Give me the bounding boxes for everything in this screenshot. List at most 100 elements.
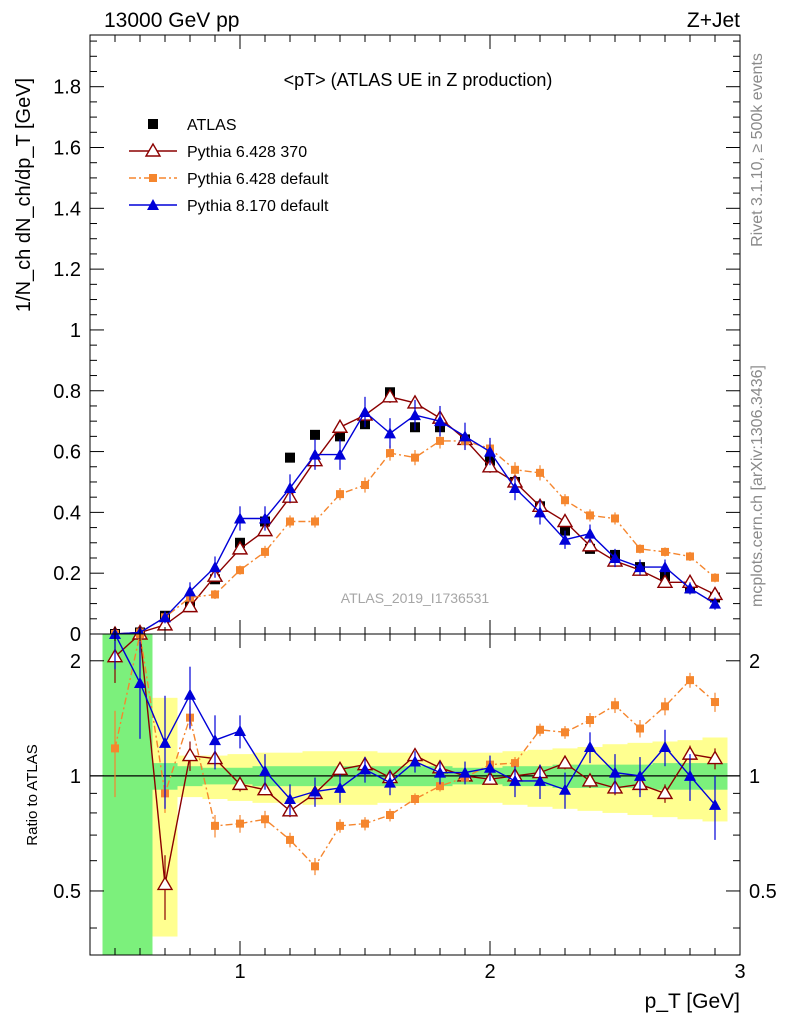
main-point-pythia-6-428-default — [711, 573, 719, 582]
ratio-point-pythia-8-170-default — [434, 766, 446, 778]
ratio-panel: 0.5 0.5 1 1 2 2 1 2 3 Ratio to ATLAS p_T [GeV] — [24, 633, 777, 1013]
ratio-point-pythia-8-170-default — [309, 785, 321, 797]
legend-marker — [144, 142, 162, 157]
main-point-pythia-8-170-default — [609, 551, 621, 563]
main-point-pythia-6-428-default — [686, 552, 694, 561]
ratio-point-pythia-6-428-default — [386, 811, 394, 820]
main-point-pythia-8-170-default — [284, 482, 296, 494]
main-point-pythia-6-428-370 — [581, 537, 599, 552]
main-point-pythia-6-428-default — [336, 490, 344, 499]
ratio-point-pythia-6-428-370 — [181, 747, 199, 762]
ratio-point-pythia-8-170-default — [209, 734, 221, 746]
main-point-pythia-6-428-370 — [656, 573, 674, 589]
analysis-watermark: ATLAS_2019_I1736531 — [341, 590, 490, 606]
main-y-axis-label: 1/N_ch dN_ch/dp_T [GeV] — [13, 78, 35, 312]
ratio-point-pythia-8-170-default — [709, 798, 721, 810]
main-y-tick-label: 0.8 — [53, 381, 81, 403]
main-point-pythia-6-428-default — [436, 436, 444, 445]
main-point-pythia-8-170-default — [234, 512, 246, 524]
main-title: <pT> (ATLAS UE in Z production) — [284, 70, 553, 90]
ratio-point-pythia-6-428-370 — [156, 876, 174, 891]
main-y-tick-label: 0.2 — [53, 563, 81, 585]
ratio-point-pythia-6-428-370 — [706, 750, 724, 765]
ratio-point-pythia-8-170-default — [559, 783, 571, 795]
main-y-tick-label: 0 — [70, 624, 81, 646]
main-y-tick-label: 1.2 — [53, 259, 81, 281]
main-point-pythia-8-170-default — [459, 430, 471, 442]
main-point-pythia-8-170-default — [159, 611, 171, 623]
main-point-pythia-8-170-default — [359, 406, 371, 418]
main-point-pythia-6-428-default — [636, 544, 644, 553]
main-y-tick-label: 1.6 — [53, 138, 81, 160]
ratio-point-pythia-6-428-default — [286, 835, 294, 844]
main-point-pythia-6-428-370 — [231, 540, 249, 555]
ratio-point-pythia-8-170-default — [184, 688, 196, 700]
ratio-point-pythia-8-170-default — [284, 792, 296, 804]
legend-label: Pythia 6.428 370 — [187, 144, 307, 161]
ratio-y-tick-label: 0.5 — [53, 881, 81, 903]
main-point-atlas — [310, 429, 320, 440]
ratio-y-axis-label: Ratio to ATLAS — [24, 744, 41, 845]
ratio-y-tick-label-right: 1 — [749, 766, 760, 788]
ratio-point-pythia-6-428-default — [661, 702, 669, 711]
ratio-point-pythia-8-170-default — [409, 755, 421, 767]
ratio-point-pythia-8-170-default — [584, 740, 596, 752]
ratio-point-pythia-6-428-370 — [656, 784, 674, 800]
ratio-point-pythia-6-428-default — [611, 701, 619, 710]
ratio-point-pythia-6-428-370 — [231, 775, 249, 791]
main-point-pythia-6-428-default — [586, 511, 594, 520]
main-point-pythia-8-170-default — [409, 409, 421, 421]
ratio-point-pythia-6-428-default — [511, 759, 519, 768]
main-point-pythia-6-428-default — [311, 517, 319, 526]
main-point-pythia-8-170-default — [559, 533, 571, 545]
ratio-point-pythia-6-428-default — [211, 821, 219, 830]
main-point-atlas — [285, 452, 295, 463]
x-tick-label: 1 — [234, 961, 245, 983]
energy-label: 13000 GeV pp — [104, 9, 239, 32]
main-y-tick-label: 0.4 — [53, 502, 81, 524]
ratio-point-pythia-8-170-default — [359, 763, 371, 775]
ratio-point-pythia-6-428-default — [586, 716, 594, 725]
main-point-pythia-6-428-370 — [381, 388, 399, 403]
legend-label: Pythia 8.170 default — [187, 198, 329, 215]
ratio-point-pythia-8-170-default — [659, 740, 671, 752]
main-point-pythia-6-428-default — [211, 590, 219, 599]
ratio-point-pythia-6-428-default — [336, 821, 344, 830]
rivet-label: Rivet 3.1.10, ≥ 500k events — [749, 53, 766, 247]
ratio-point-pythia-8-170-default — [234, 725, 246, 737]
ratio-point-pythia-6-428-370 — [556, 754, 574, 769]
main-point-pythia-8-170-default — [684, 582, 696, 594]
main-point-pythia-6-428-default — [236, 566, 244, 575]
ratio-point-pythia-6-428-default — [411, 794, 419, 803]
ratio-y-tick-label: 2 — [70, 651, 81, 673]
ratio-point-pythia-6-428-default — [711, 698, 719, 707]
ratio-point-pythia-6-428-default — [636, 724, 644, 733]
ratio-point-pythia-8-170-default — [334, 781, 346, 793]
legend-marker — [148, 119, 158, 129]
main-point-pythia-8-170-default — [584, 527, 596, 539]
site-label: mcplots.cern.ch [arXiv:1306.3436] — [749, 365, 766, 607]
main-point-pythia-6-428-default — [661, 547, 669, 556]
ratio-point-pythia-6-428-370 — [581, 772, 599, 787]
ratio-point-pythia-6-428-default — [536, 725, 544, 734]
ratio-point-pythia-6-428-default — [561, 728, 569, 737]
main-point-pythia-6-428-370 — [331, 418, 349, 433]
main-y-tick-label: 1.4 — [53, 198, 81, 220]
ratio-point-pythia-8-170-default — [384, 776, 396, 788]
main-point-pythia-8-170-default — [659, 561, 671, 573]
x-tick-label: 2 — [484, 961, 495, 983]
main-point-pythia-6-428-default — [561, 496, 569, 505]
main-point-pythia-8-170-default — [534, 506, 546, 518]
ratio-point-pythia-8-170-default — [484, 761, 496, 773]
main-point-pythia-8-170-default — [509, 482, 521, 494]
main-point-pythia-8-170-default — [434, 415, 446, 427]
ratio-point-pythia-6-428-default — [361, 819, 369, 828]
main-point-pythia-8-170-default — [484, 445, 496, 457]
ratio-y-tick-label-right: 0.5 — [749, 881, 777, 903]
legend-marker — [147, 199, 159, 210]
main-point-pythia-8-170-default — [334, 448, 346, 460]
main-point-pythia-6-428-default — [411, 453, 419, 462]
main-point-pythia-8-170-default — [384, 427, 396, 439]
legend-label: Pythia 6.428 default — [187, 171, 329, 188]
